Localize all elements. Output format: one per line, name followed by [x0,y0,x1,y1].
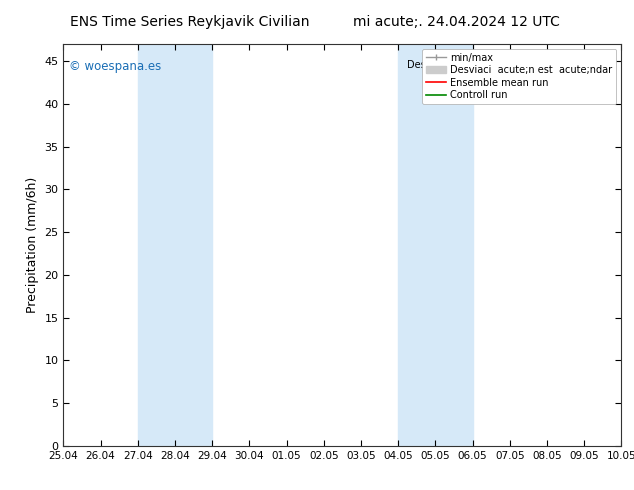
Text: © woespana.es: © woespana.es [69,60,161,73]
Text: mi acute;. 24.04.2024 12 UTC: mi acute;. 24.04.2024 12 UTC [353,15,560,29]
Text: ENS Time Series Reykjavik Civilian: ENS Time Series Reykjavik Civilian [70,15,310,29]
Y-axis label: Precipitation (mm/6h): Precipitation (mm/6h) [26,177,39,313]
Bar [398,44,472,446]
Text: Desviaci  acute;n est  acute;ndar: Desviaci acute;n est acute;ndar [406,60,569,70]
Legend: min/max, Desviaci  acute;n est  acute;ndar, Ensemble mean run, Controll run: min/max, Desviaci acute;n est acute;ndar… [422,49,616,104]
Bar [138,44,212,446]
